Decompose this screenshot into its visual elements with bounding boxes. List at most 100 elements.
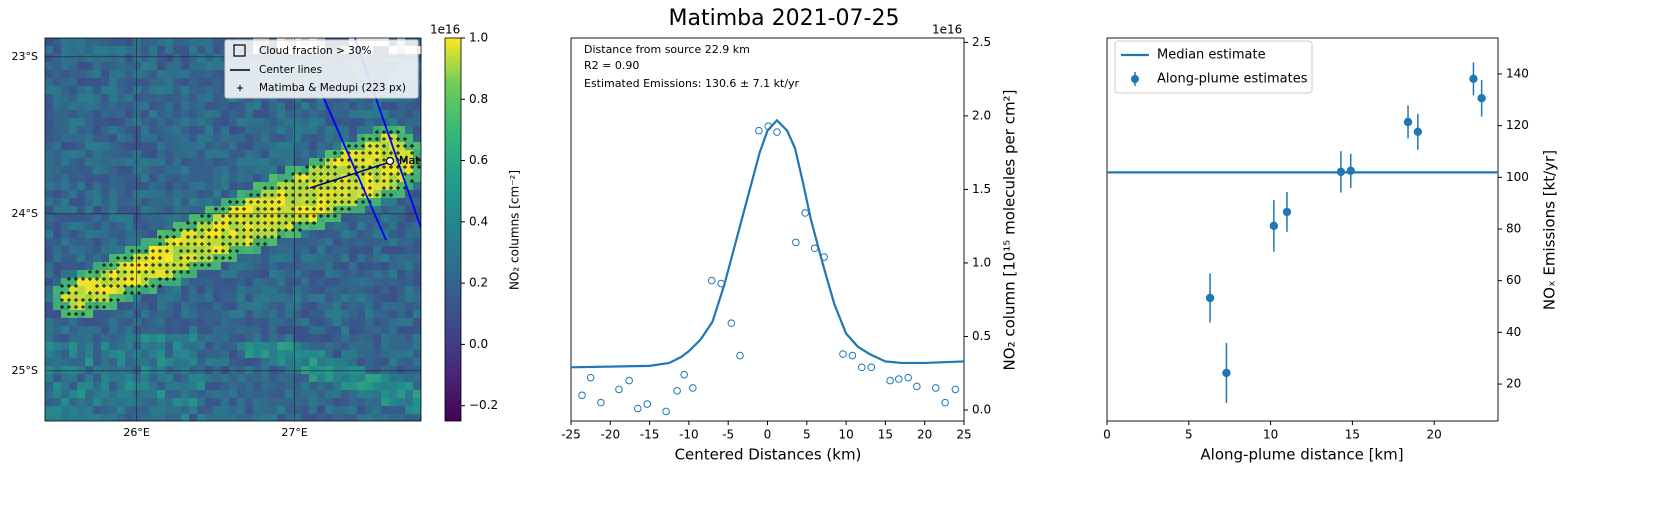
map-cell (157, 214, 166, 223)
map-cell (365, 214, 374, 223)
map-cell (325, 278, 334, 287)
map-cell (253, 302, 262, 311)
map-cell (349, 246, 358, 255)
map-cell (301, 406, 310, 415)
map-cell (253, 286, 262, 295)
map-cell (109, 374, 118, 383)
map-cell (221, 158, 230, 167)
map-cell (93, 166, 102, 175)
map-cell (149, 62, 158, 71)
legend-label: Along-plume estimates (1157, 72, 1308, 87)
map-cell (53, 318, 62, 327)
map-cell (165, 366, 174, 375)
map-cell (285, 174, 294, 183)
map-cell (301, 310, 310, 319)
map-cell (293, 118, 302, 127)
map-cell (333, 238, 342, 247)
source-marker (385, 156, 395, 166)
map-cell (277, 198, 286, 207)
map-cell (173, 198, 182, 207)
map-cell (341, 398, 350, 407)
map-cell (213, 54, 222, 63)
map-cell (101, 86, 110, 95)
map-cell (325, 406, 334, 415)
map-cell (301, 318, 310, 327)
map-cell (317, 342, 326, 351)
map-cell (213, 382, 222, 391)
map-cell (253, 262, 262, 271)
map-cell (229, 166, 238, 175)
map-cell (381, 182, 390, 191)
map-cell (213, 158, 222, 167)
map-cell (293, 158, 302, 167)
map-cell (381, 398, 390, 407)
data-point (951, 385, 960, 394)
map-cell (125, 182, 134, 191)
map-cell (349, 286, 358, 295)
map-cell (293, 342, 302, 351)
map-cell (149, 222, 158, 231)
map-cell (173, 166, 182, 175)
map-cell (117, 382, 126, 391)
map-cell (109, 190, 118, 199)
map-cell (205, 126, 214, 135)
map-cell (357, 326, 366, 335)
map-cell (85, 246, 94, 255)
map-cell (85, 382, 94, 391)
data-point (1413, 127, 1423, 137)
map-cell (181, 214, 190, 223)
map-cell (349, 174, 358, 183)
map-cell (165, 110, 174, 119)
x-tick-label: 26°E (123, 426, 149, 439)
map-cell (213, 334, 222, 343)
map-cell (85, 390, 94, 399)
map-cell (53, 102, 62, 111)
map-cell (301, 182, 310, 191)
map-cell (149, 166, 158, 175)
map-cell (77, 374, 86, 383)
map-cell (341, 230, 350, 239)
map-cell (77, 214, 86, 223)
map-cell (413, 334, 421, 343)
map-cell (381, 270, 390, 279)
map-cell (85, 358, 94, 367)
map-cell (293, 174, 302, 183)
map-cell (333, 190, 342, 199)
map-cell (45, 134, 54, 143)
map-cell (333, 182, 342, 191)
map-cell (157, 230, 166, 239)
map-cell (405, 270, 414, 279)
map-cell (413, 326, 421, 335)
map-cell (261, 406, 270, 415)
map-cell (333, 350, 342, 359)
map-cell (181, 270, 190, 279)
map-cell (269, 286, 278, 295)
map-cell (229, 214, 238, 223)
map-cell (101, 390, 110, 399)
map-cell (269, 158, 278, 167)
map-cell (77, 38, 86, 47)
map-cell (181, 278, 190, 287)
map-cell (253, 326, 262, 335)
map-cell (61, 230, 70, 239)
map-cell (117, 310, 126, 319)
map-cell (213, 246, 222, 255)
map-cell (277, 102, 286, 111)
map-cell (101, 310, 110, 319)
map-cell (125, 150, 134, 159)
map-cell (357, 302, 366, 311)
map-cell (301, 398, 310, 407)
map-cell (141, 102, 150, 111)
data-point (764, 122, 773, 131)
map-cell (61, 366, 70, 375)
map-cell (197, 326, 206, 335)
map-cell (341, 246, 350, 255)
map-cell (149, 102, 158, 111)
map-cell (101, 366, 110, 375)
map-cell (181, 110, 190, 119)
map-cell (101, 38, 110, 47)
map-cell (373, 198, 382, 207)
map-cell (397, 318, 406, 327)
map-cell (237, 102, 246, 111)
map-cell (333, 262, 342, 271)
